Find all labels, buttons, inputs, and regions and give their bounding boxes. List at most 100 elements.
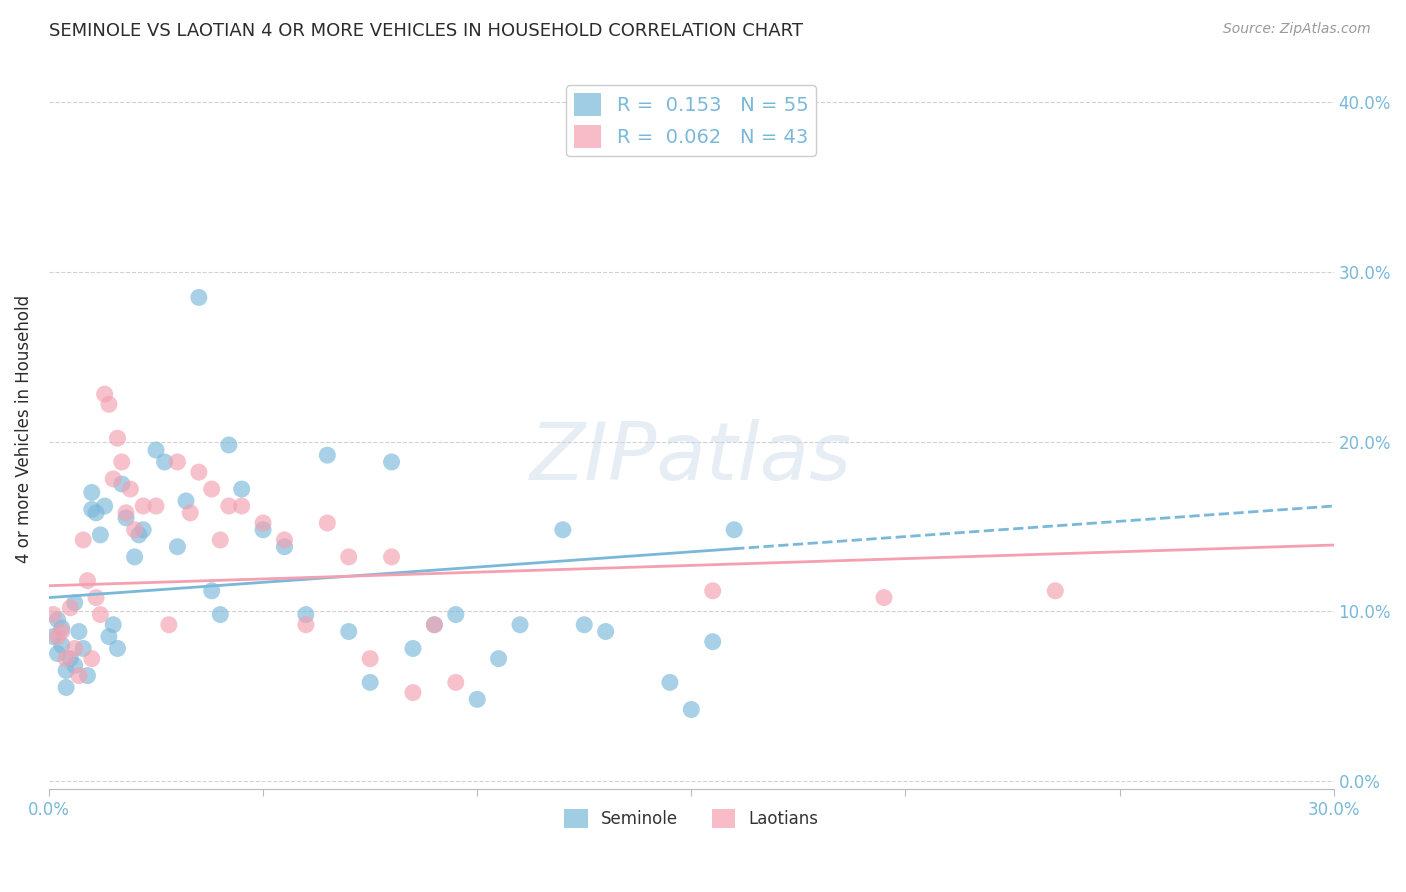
Point	[93, 387, 115, 401]
Point	[157, 617, 180, 632]
Point	[103, 617, 125, 632]
Point	[444, 607, 467, 622]
Point	[59, 600, 82, 615]
Point	[423, 617, 446, 632]
Point	[76, 668, 98, 682]
Point	[111, 477, 134, 491]
Point	[166, 540, 188, 554]
Point	[201, 583, 224, 598]
Point	[120, 482, 142, 496]
Point	[295, 617, 318, 632]
Point	[124, 523, 146, 537]
Point	[128, 528, 150, 542]
Point	[72, 533, 94, 547]
Point	[231, 499, 253, 513]
Point	[89, 607, 111, 622]
Point	[423, 617, 446, 632]
Point	[93, 499, 115, 513]
Point	[187, 465, 209, 479]
Point	[55, 664, 77, 678]
Point	[551, 523, 574, 537]
Point	[681, 702, 703, 716]
Point	[174, 494, 197, 508]
Point	[273, 540, 295, 554]
Point	[702, 583, 724, 598]
Point	[103, 472, 125, 486]
Point	[574, 617, 596, 632]
Point	[51, 624, 73, 639]
Point	[80, 502, 103, 516]
Point	[42, 607, 65, 622]
Point	[252, 516, 274, 530]
Point	[488, 651, 510, 665]
Point	[873, 591, 896, 605]
Point	[295, 607, 318, 622]
Point	[337, 624, 360, 639]
Point	[46, 613, 69, 627]
Point	[111, 455, 134, 469]
Point	[359, 651, 381, 665]
Point	[59, 651, 82, 665]
Point	[723, 523, 745, 537]
Point	[380, 549, 402, 564]
Point	[67, 624, 90, 639]
Legend: Seminole, Laotians: Seminole, Laotians	[558, 803, 825, 835]
Point	[55, 651, 77, 665]
Point	[316, 516, 339, 530]
Point	[145, 443, 167, 458]
Point	[465, 692, 488, 706]
Point	[107, 431, 129, 445]
Point	[359, 675, 381, 690]
Point	[187, 290, 209, 304]
Point	[115, 511, 138, 525]
Point	[132, 499, 155, 513]
Point	[46, 647, 69, 661]
Point	[72, 641, 94, 656]
Point	[80, 651, 103, 665]
Point	[97, 630, 120, 644]
Point	[444, 675, 467, 690]
Point	[153, 455, 176, 469]
Point	[209, 533, 232, 547]
Point	[63, 641, 86, 656]
Point	[84, 591, 107, 605]
Point	[337, 549, 360, 564]
Point	[273, 533, 295, 547]
Point	[702, 634, 724, 648]
Point	[316, 448, 339, 462]
Point	[55, 681, 77, 695]
Point	[76, 574, 98, 588]
Point	[84, 506, 107, 520]
Point	[201, 482, 224, 496]
Point	[509, 617, 531, 632]
Point	[231, 482, 253, 496]
Point	[179, 506, 201, 520]
Text: SEMINOLE VS LAOTIAN 4 OR MORE VEHICLES IN HOUSEHOLD CORRELATION CHART: SEMINOLE VS LAOTIAN 4 OR MORE VEHICLES I…	[49, 22, 803, 40]
Point	[107, 641, 129, 656]
Point	[67, 668, 90, 682]
Y-axis label: 4 or more Vehicles in Household: 4 or more Vehicles in Household	[15, 295, 32, 563]
Point	[63, 596, 86, 610]
Point	[80, 485, 103, 500]
Point	[166, 455, 188, 469]
Point	[132, 523, 155, 537]
Point	[115, 506, 138, 520]
Point	[145, 499, 167, 513]
Point	[97, 397, 120, 411]
Point	[124, 549, 146, 564]
Point	[402, 685, 425, 699]
Text: ZIPatlas: ZIPatlas	[530, 418, 852, 497]
Point	[218, 438, 240, 452]
Text: Source: ZipAtlas.com: Source: ZipAtlas.com	[1223, 22, 1371, 37]
Point	[218, 499, 240, 513]
Point	[402, 641, 425, 656]
Point	[658, 675, 681, 690]
Point	[380, 455, 402, 469]
Point	[42, 630, 65, 644]
Point	[51, 638, 73, 652]
Point	[51, 621, 73, 635]
Point	[1045, 583, 1067, 598]
Point	[595, 624, 617, 639]
Point	[63, 658, 86, 673]
Point	[209, 607, 232, 622]
